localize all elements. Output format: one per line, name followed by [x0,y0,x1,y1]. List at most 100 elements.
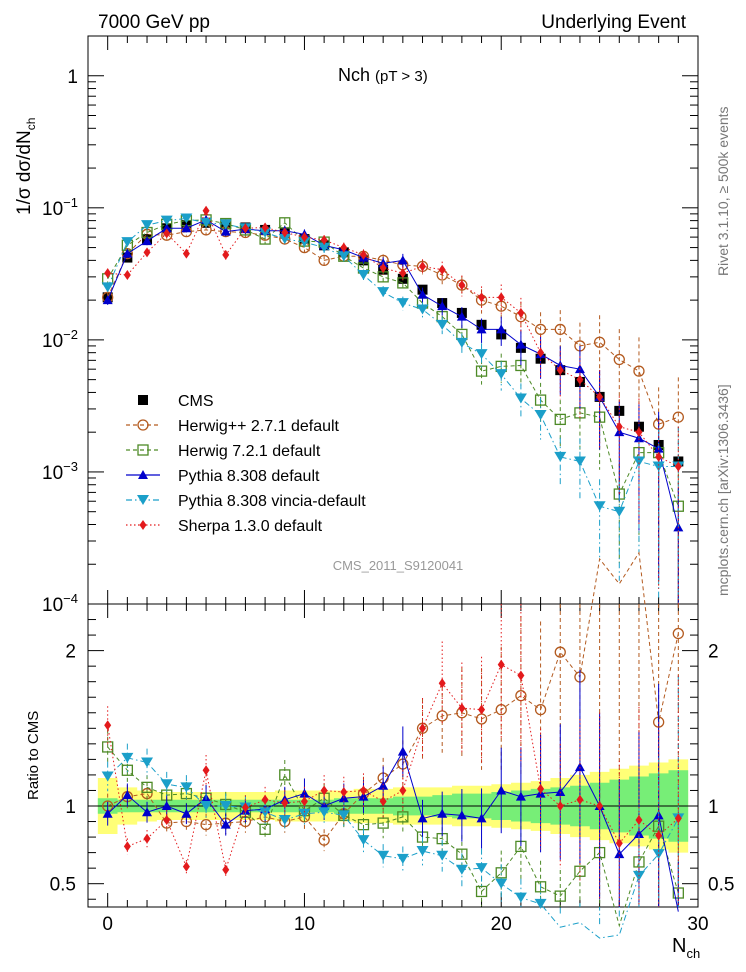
data-point [163,228,171,239]
data-point [357,269,370,280]
ratio-point [655,830,663,841]
ratio-ytick-label-right: 0.5 [708,875,734,896]
ratio-point [261,794,269,805]
ratio-point [475,863,488,874]
series-herwig-2-7-1-default [102,224,684,604]
data-point [281,227,289,238]
data-point [181,223,192,233]
data-point [515,339,526,349]
ratio-point [534,704,547,716]
data-point [161,223,172,233]
legend-label: Sherpa 1.3.0 default [178,518,323,535]
data-point [593,501,606,512]
ratio-point [495,878,508,889]
legend: CMS Herwig++ 2.7.1 default Herwig 7.2.1 de… [126,393,366,535]
legend-marker [138,470,148,479]
ratio-point [399,785,407,796]
ratio-point [358,791,369,801]
ratio-point [456,810,467,820]
data-point [674,461,682,472]
ratio-point [674,813,682,824]
data-point [514,393,527,404]
data-point [222,249,230,260]
data-point [576,374,584,385]
data-point [517,307,525,318]
ratio-point [635,814,643,825]
data-point [122,248,133,258]
data-point [534,323,547,336]
ratio-point [299,788,310,798]
data-point [554,413,566,426]
ratio-point [219,801,232,811]
legend-item: Herwig++ 2.7.1 default [126,418,340,435]
ratio-point [478,704,486,715]
data-point [438,264,446,275]
ratio-point [318,807,331,818]
main-ytick-label: 10−1 [42,195,78,220]
ratio-point [200,818,212,831]
data-point [259,227,272,238]
data-point [633,365,645,377]
ratio-point [163,814,171,825]
ratio-point [142,807,153,817]
data-point [143,247,151,258]
series-line [107,229,679,425]
ratio-point [102,808,113,818]
data-point [241,223,249,234]
ratio-point [633,828,644,838]
data-point [655,451,663,462]
ratio-point [436,850,449,861]
data-point [456,311,467,321]
data-point [300,232,308,243]
ratio-point [417,813,428,823]
ratio-point [279,769,291,781]
xtick-label: 10 [294,914,315,935]
ratio-point [182,861,190,872]
ratio-point [141,781,153,794]
ratio-point [615,838,623,849]
ratio-point [416,846,429,857]
legend-label: Herwig++ 2.7.1 default [178,418,340,435]
ratio-point [596,801,604,811]
data-point [537,347,545,358]
ratio-line [107,746,679,928]
data-point [337,251,350,262]
ratio-series-herwig-2-7-1-default [102,551,684,907]
data-point [534,394,547,406]
ratio-point [281,797,289,808]
series-line [107,217,679,513]
ratio-point [220,819,231,829]
data-point [672,411,684,423]
ratio-ytick-label-right: 2 [708,642,719,663]
legend-marker [138,395,148,405]
ratio-line [107,663,679,870]
ratio-point [121,764,134,776]
data-point [556,365,564,376]
series-line [107,209,679,467]
data-point [635,427,643,438]
ratio-ytick-label: 0.5 [50,875,76,896]
data-point [613,506,626,517]
legend-label: Pythia 8.308 vincia-default [178,493,366,510]
data-point [652,461,665,472]
legend-marker [137,444,149,456]
main-ytick-label: 10−3 [42,459,78,484]
ratio-point [475,885,488,898]
main-ytick-label: 1 [67,67,78,88]
legend-label: CMS [178,393,214,410]
analysis-id: CMS_2011_S9120041 [333,558,464,573]
data-point [318,242,331,253]
data-point [121,237,134,248]
data-point [142,236,153,246]
ratio-point [377,850,390,861]
data-point [377,287,390,298]
legend-label: Pythia 8.308 default [178,468,320,485]
legend-item: Pythia 8.308 vincia-default [126,493,366,510]
data-point [593,336,606,348]
legend-item: CMS [138,393,214,410]
ratio-point [455,864,468,875]
ratio-axes: 0 10 20 300.5 0.51 12 2 [50,604,734,935]
ratio-point [180,782,193,793]
ratio-series [101,551,685,939]
ratio-point [537,783,545,794]
